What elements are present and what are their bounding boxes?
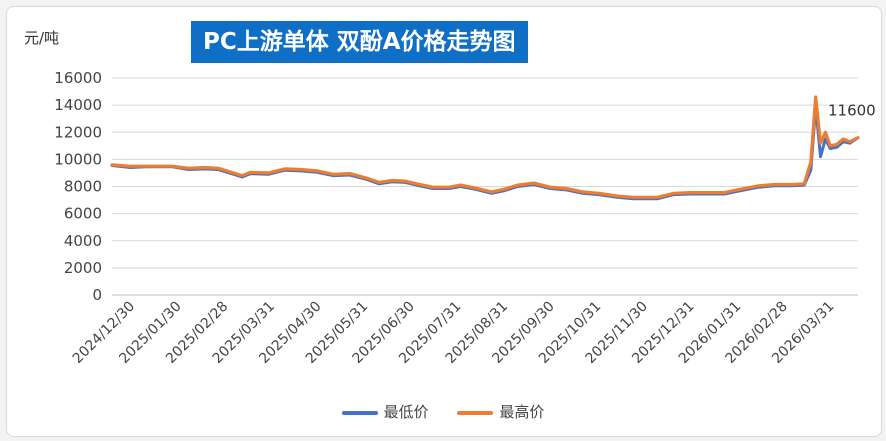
legend-swatch-low [341, 410, 378, 415]
legend-label-high: 最高价 [499, 403, 545, 421]
series-line-low [110, 105, 860, 201]
gridlines [112, 77, 858, 269]
legend-swatch-high [457, 410, 494, 415]
y-tick-label: 0 [92, 286, 102, 304]
y-axis-unit-label: 元/吨 [24, 29, 60, 47]
y-tick-label: 8000 [64, 178, 102, 196]
chart-title: PC上游单体 双酚A价格走势图 [191, 21, 528, 63]
legend-label-low: 最低价 [383, 403, 429, 421]
legend-item-low: 最低价 [341, 401, 429, 422]
y-tick-label: 14000 [54, 96, 102, 114]
legend: 最低价 最高价 [0, 401, 886, 422]
x-axis-ticks: 2024/12/302025/01/302025/02/282025/03/31… [70, 299, 838, 367]
y-axis-ticks: 0 2000 4000 6000 8000 10000 12000 14000 16000 [54, 69, 102, 304]
y-tick-label: 4000 [64, 232, 102, 250]
series-line-high [110, 95, 860, 199]
y-tick-label: 16000 [54, 69, 102, 87]
y-tick-label: 10000 [54, 150, 102, 168]
series-lines [110, 95, 860, 201]
y-tick-label: 12000 [54, 123, 102, 141]
y-tick-label: 6000 [64, 205, 102, 223]
last-value-annotation: 11600 [828, 102, 876, 120]
y-tick-label: 2000 [64, 259, 102, 277]
legend-item-high: 最高价 [457, 401, 544, 422]
